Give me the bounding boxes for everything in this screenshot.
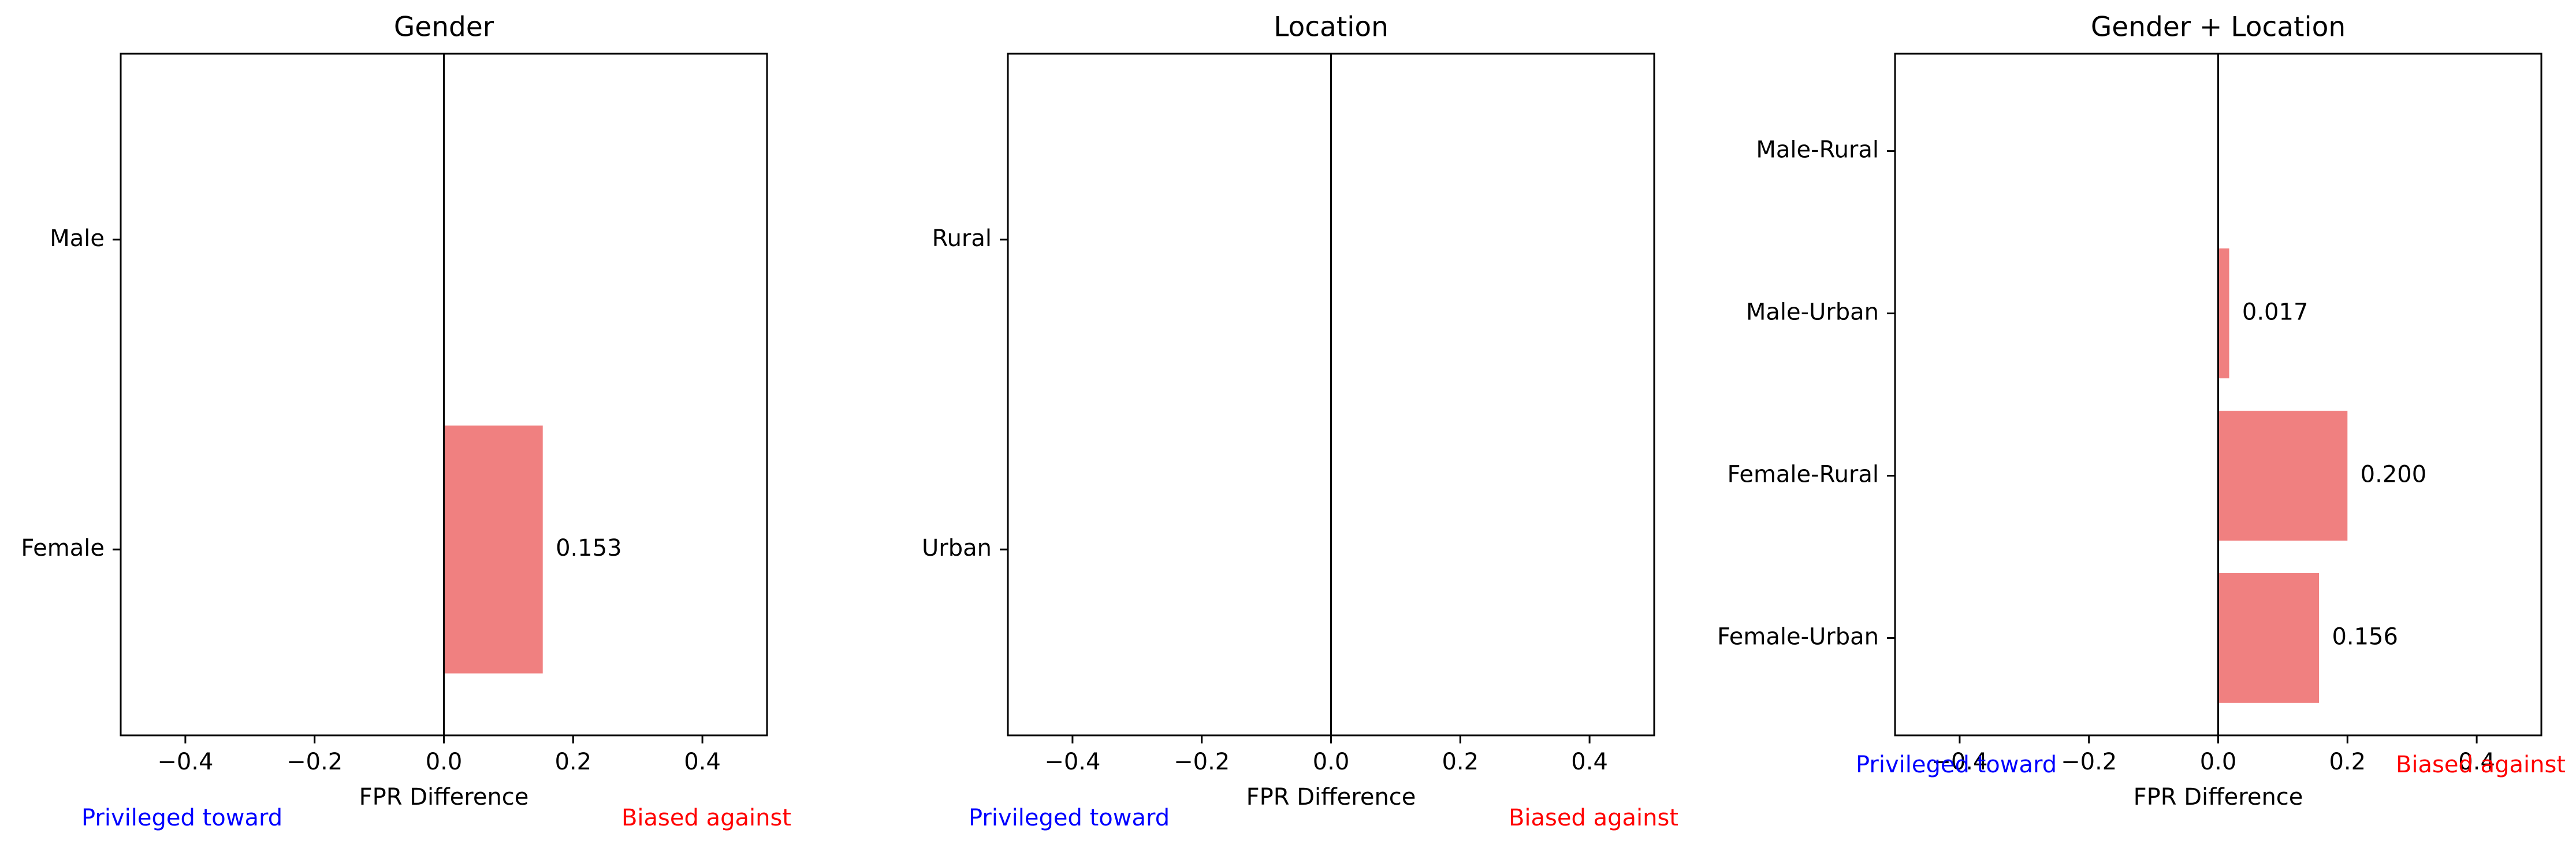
bar-female [444,425,543,674]
bar-value-label: 0.156 [2332,623,2398,650]
x-tick-label: 0.2 [554,749,591,775]
bar-female-rural [2218,411,2348,541]
annotation-biased-against: Biased against [621,805,791,831]
x-tick-label: −0.2 [2061,749,2117,775]
x-tick-label: −0.4 [157,749,213,775]
y-tick-label: Urban [922,535,992,561]
x-tick-label: 0.2 [1442,749,1479,775]
x-tick-label: 0.0 [1313,749,1350,775]
x-tick-label: 0.4 [1571,749,1608,775]
bar-male-urban [2218,248,2229,378]
bar-value-label: 0.200 [2361,461,2427,488]
bar-value-label: 0.017 [2242,299,2309,326]
x-axis-label: FPR Difference [2134,784,2303,810]
x-tick-label: −0.4 [1931,749,1987,775]
x-tick-label: −0.2 [286,749,343,775]
chart-title: Gender + Location [2091,12,2346,43]
y-tick-label: Rural [932,225,992,252]
annotation-privileged-toward: Privileged toward [81,805,282,831]
x-tick-label: −0.2 [1174,749,1230,775]
annotation-biased-against: Biased against [2396,752,2566,778]
x-tick-label: 0.0 [426,749,463,775]
x-tick-label: −0.4 [1044,749,1100,775]
x-tick-label: 0.2 [2329,749,2366,775]
y-tick-label: Female [21,535,105,561]
y-tick-label: Female-Urban [1717,623,1879,650]
chart-title: Location [1274,12,1388,43]
x-axis-label: FPR Difference [1246,784,1416,810]
annotation-privileged-toward: Privileged toward [1856,752,2057,778]
bar-female-urban [2218,573,2320,703]
bar-value-label: 0.153 [556,535,622,561]
x-axis-label: FPR Difference [359,784,529,810]
y-tick-label: Male-Rural [1756,137,1879,163]
annotation-biased-against: Biased against [1509,805,1678,831]
y-tick-label: Female-Rural [1728,461,1879,488]
annotation-privileged-toward: Privileged toward [969,805,1170,831]
y-tick-label: Male [50,225,105,252]
x-tick-label: 0.4 [2458,749,2495,775]
x-tick-label: 0.4 [684,749,721,775]
x-tick-label: 0.0 [2200,749,2237,775]
chart-title: Gender [394,12,494,43]
y-tick-label: Male-Urban [1746,299,1879,326]
